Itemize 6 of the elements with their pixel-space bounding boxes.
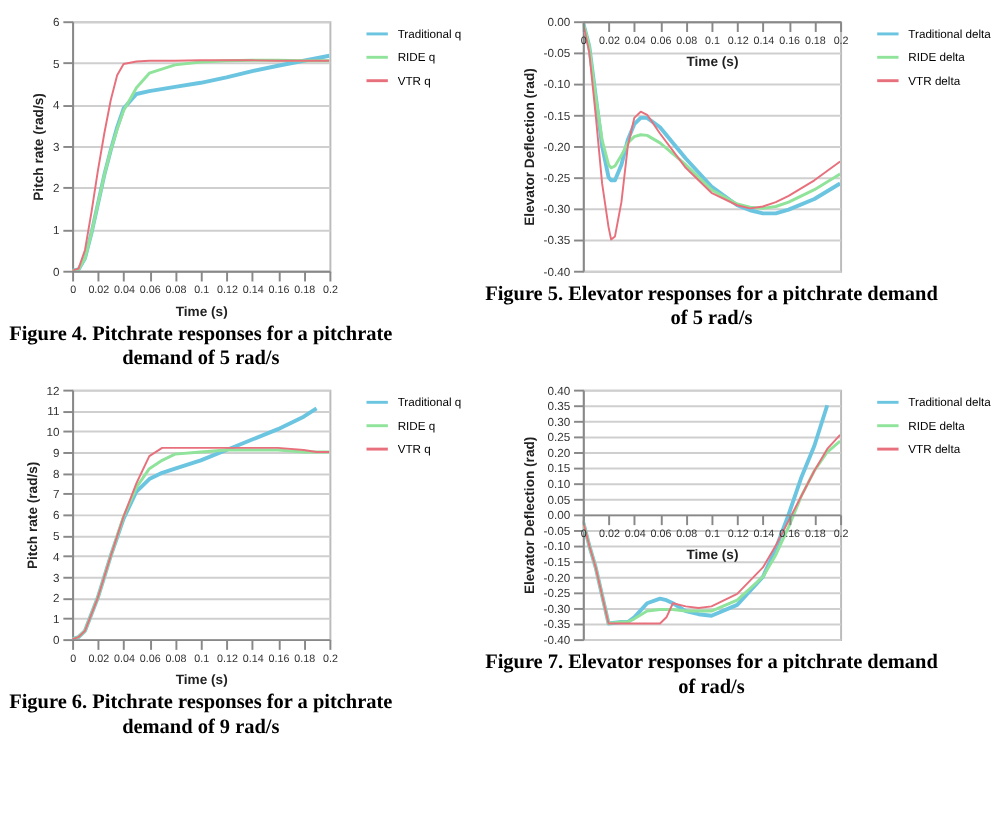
- text: Figure 7. Elevator responses for a pitchrate demand of rad/s: [485, 652, 939, 699]
- line-series: [72, 406, 319, 640]
- text: Figure 6. Pitchrate responses for a pitchrate demand of 9 rad/s: [9, 692, 394, 739]
- line-series: [582, 403, 830, 626]
- text: Figure 5. Elevator responses for a pitchrate demand of 5 rad/s: [485, 283, 939, 331]
- text: Figure 4. Pitchrate responses for a pitchrate demand of 5 rad/s: [9, 323, 394, 371]
